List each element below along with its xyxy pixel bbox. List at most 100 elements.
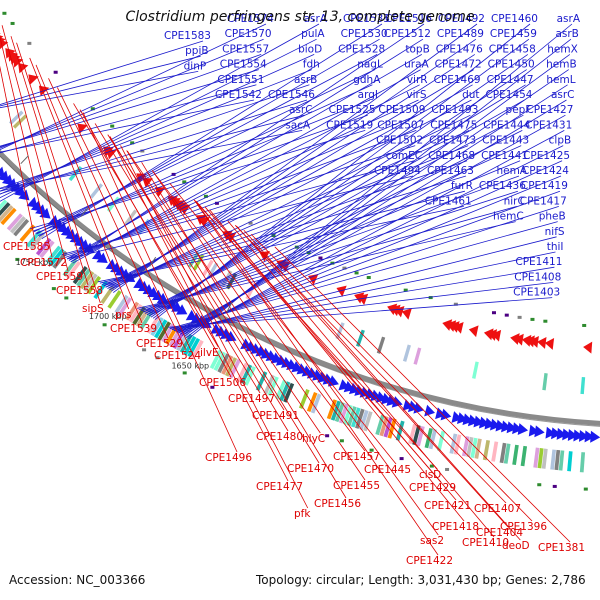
forward-gene-arrow: [265, 350, 277, 362]
cog-block: [45, 245, 62, 264]
cog-block: [567, 451, 573, 472]
forward-gene-label: CPE1493: [431, 104, 478, 116]
forward-gene-arrow: [291, 361, 303, 373]
forward-gene-label: CPE1557: [222, 43, 269, 55]
cog-block: [0, 207, 17, 226]
forward-gene-label: CPE1525: [329, 104, 376, 116]
forward-gene-label: CPE1551: [217, 74, 264, 86]
cog-block: [29, 232, 45, 251]
forward-gene-arrow: [359, 386, 371, 398]
cog-block: [35, 237, 52, 256]
cog-block: [470, 437, 478, 459]
forward-leader-line: [72, 69, 421, 264]
forward-gene-label: furR: [451, 180, 473, 192]
forward-gene-arrow: [490, 418, 501, 431]
forward-leader-line: [41, 23, 383, 240]
reverse-gene-label: prs: [115, 309, 131, 321]
cog-block-reverse: [542, 373, 548, 391]
reverse-gene-arrow: [537, 336, 547, 349]
forward-leader-line: [0, 69, 259, 147]
reverse-gene-label: CPE1491: [252, 410, 299, 422]
forward-gene-label: CPE1473: [429, 135, 476, 147]
small-feature-mark: [354, 271, 359, 275]
forward-leader-line: [175, 114, 566, 333]
forward-gene-label: pheB: [539, 211, 566, 223]
small-feature-mark: [369, 448, 374, 452]
forward-gene-label: hemC: [493, 211, 524, 223]
forward-gene-arrow: [584, 430, 595, 443]
map-title: Clostridium perfringens str. 13, complet…: [125, 9, 475, 25]
reverse-gene-label: CPE1456: [314, 498, 361, 510]
cog-block: [0, 199, 8, 210]
small-feature-mark: [214, 201, 219, 205]
forward-gene-arrow: [590, 430, 600, 443]
forward-gene-label: asrB: [555, 28, 578, 40]
small-feature-mark: [530, 317, 535, 321]
forward-gene-arrow: [220, 328, 232, 340]
cog-block: [157, 321, 172, 341]
cog-block: [350, 407, 361, 428]
cog-block: [279, 381, 291, 402]
forward-gene-label: CPE1494: [374, 165, 421, 177]
reverse-gene-label: CPE1407: [474, 503, 521, 515]
reverse-leader-line: [274, 246, 571, 543]
cog-block: [482, 439, 490, 461]
reverse-gene-label: CPE1572: [20, 257, 67, 269]
reverse-leader-line: [0, 35, 53, 258]
forward-leader-line: [173, 190, 561, 332]
cog-block: [187, 337, 201, 358]
cog-block: [330, 400, 341, 421]
forward-leader-line: [0, 71, 199, 109]
cog-block: [221, 355, 234, 375]
forward-gene-arrow: [245, 340, 257, 352]
label-leader-lines: [0, 23, 573, 556]
reverse-gene-label: pfk: [294, 508, 311, 520]
cog-block-reverse: [376, 336, 386, 354]
forward-leader-line: [38, 38, 380, 237]
forward-gene-label: CPE1403: [513, 287, 560, 299]
reverse-gene-label: deoD: [502, 540, 530, 552]
forward-leader-line: [141, 190, 519, 312]
reverse-gene-arrow: [468, 325, 479, 338]
forward-gene-label: CPE1475: [430, 119, 477, 131]
reverse-gene-label: CPE1506: [199, 377, 246, 389]
forward-gene-label: CPE1546: [268, 89, 315, 101]
forward-leader-line: [142, 114, 524, 313]
forward-leader-line: [175, 175, 562, 333]
reverse-leader-line: [109, 136, 289, 482]
cog-block: [240, 364, 253, 385]
reverse-gene-label: ilvE: [200, 347, 219, 359]
cog-block: [466, 436, 474, 458]
forward-gene-arrow: [0, 169, 1, 174]
forward-gene-label: CPE1507: [377, 119, 424, 131]
small-feature-mark: [403, 288, 408, 292]
cog-block: [86, 275, 102, 295]
forward-gene-label: CPE1411: [515, 256, 562, 268]
reverse-gene-arrow: [491, 329, 502, 342]
small-feature-mark: [182, 180, 187, 184]
small-feature-mark: [53, 70, 58, 74]
reverse-gene-label: CPE1418: [432, 521, 479, 533]
forward-gene-label: CPE1476: [436, 43, 483, 55]
forward-leader-line: [169, 221, 558, 329]
reverse-leader-line: [127, 150, 321, 434]
cog-block: [183, 335, 197, 356]
kbp-tick-mark: [80, 207, 89, 217]
forward-leader-line: [137, 221, 516, 309]
cog-block: [76, 268, 91, 287]
small-feature-mark: [90, 107, 95, 111]
reverse-gene-arrow: [259, 251, 270, 262]
cog-block: [13, 218, 30, 237]
forward-gene-arrow: [354, 384, 366, 396]
cog-block: [263, 374, 275, 395]
cog-block-reverse: [202, 259, 214, 277]
cog-block: [228, 358, 241, 379]
small-feature-mark: [552, 484, 557, 488]
reverse-gene-arrow: [483, 328, 494, 341]
reverse-gene-arrow: [529, 335, 539, 348]
reverse-leader-line: [243, 229, 521, 541]
cog-block: [395, 420, 405, 441]
forward-gene-arrow: [348, 382, 361, 395]
small-feature-mark: [537, 483, 542, 487]
